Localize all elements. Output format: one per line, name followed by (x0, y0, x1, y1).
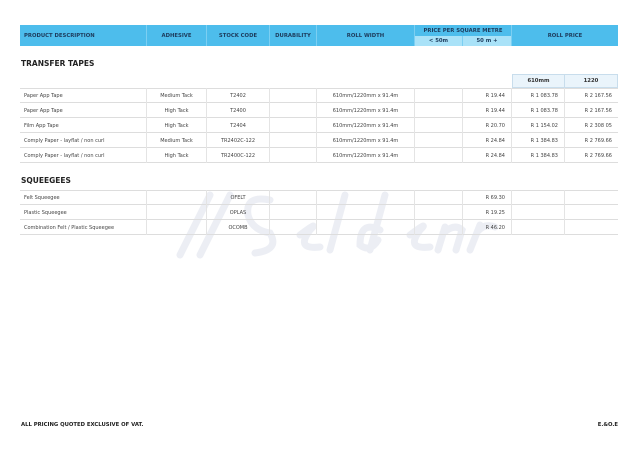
cell-lt50 (415, 190, 463, 205)
cell-p1220: R 2 167.56 (584, 92, 612, 99)
cell-adh: High Tack (147, 103, 207, 118)
table-header: PRODUCT DESCRIPTION ADHESIVE STOCK CODE … (20, 25, 618, 46)
cell-code: OPLAS (207, 205, 270, 220)
cell-width: 610mm/1220mm x 91.4m (317, 88, 415, 103)
cell-p1220 (565, 220, 618, 235)
cell-width (317, 220, 415, 235)
table-row: Plastic Squeegee OPLAS R 19.25 (20, 205, 618, 220)
cell-width: 610mm/1220mm x 91.4m (317, 148, 415, 163)
cell-desc: Film App Tape (20, 118, 147, 133)
header-roll-width: ROLL WIDTH (317, 25, 415, 46)
cell-desc: Comply Paper - layflat / non curl (20, 148, 147, 163)
cell-width (317, 205, 415, 220)
vat-note: ALL PRICING QUOTED EXCLUSIVE OF VAT. (21, 422, 144, 428)
cell-code: TR2400C-122 (207, 148, 270, 163)
header-product: PRODUCT DESCRIPTION (20, 25, 147, 46)
header-roll-price: ROLL PRICE (547, 32, 583, 39)
cell-p1220 (565, 205, 618, 220)
section-title-transfer-tapes: TRANSFER TAPES (21, 59, 95, 68)
table-row: Comply Paper - layflat / non curl Medium … (20, 133, 618, 148)
cell-dur (270, 148, 317, 163)
header-price-per-sqm: PRICE PER SQUARE METRE (415, 25, 512, 36)
cell-gt50: R 19.25 (463, 205, 512, 220)
cell-desc: Plastic Squeegee (20, 205, 147, 220)
divider (20, 88, 618, 89)
header-stock-code: STOCK CODE (207, 25, 270, 46)
table-row: Film App Tape High Tack T2404 610mm/1220mm … (20, 118, 618, 133)
cell-code: T2404 (207, 118, 270, 133)
cell-code: OFELT (207, 190, 270, 205)
cell-adh (147, 190, 207, 205)
cell-p610 (512, 190, 565, 205)
cell-adh: High Tack (147, 118, 207, 133)
header-gt50: 50 m + (463, 36, 512, 46)
cell-dur (270, 103, 317, 118)
subheader-610mm: 610mm (512, 74, 565, 88)
cell-dur (270, 220, 317, 235)
cell-p610: R 1 154.02 (512, 118, 565, 133)
cell-lt50 (415, 133, 463, 148)
eoe-note: E.&O.E (597, 422, 618, 428)
header-durability: DURABILITY (270, 25, 317, 46)
cell-p610: R 1 384.83 (512, 133, 565, 148)
header-lt50: < 50m (415, 36, 463, 46)
cell-code: T2400 (207, 103, 270, 118)
cell-gt50: R 24.84 (463, 148, 512, 163)
header-adhesive: ADHESIVE (147, 25, 207, 46)
cell-gt50: R 19.44 (463, 103, 512, 118)
subheader-1220: 1220 (564, 74, 618, 88)
cell-lt50 (415, 118, 463, 133)
cell-dur (270, 133, 317, 148)
cell-code: OCOMB (207, 220, 270, 235)
cell-dur (270, 205, 317, 220)
table-row: Comply Paper - layflat / non curl High Ta… (20, 148, 618, 163)
cell-gt50: R 46.20 (463, 220, 512, 235)
divider (20, 190, 618, 191)
cell-gt50: R 24.84 (463, 133, 512, 148)
cell-lt50 (415, 205, 463, 220)
cell-lt50 (415, 88, 463, 103)
cell-p610 (512, 220, 565, 235)
cell-adh: Medium Tack (147, 88, 207, 103)
cell-p1220: R 2 769.66 (584, 152, 612, 159)
table-row: Paper App Tape High Tack T2400 610mm/1220mm… (20, 103, 618, 118)
cell-gt50: R 69.30 (463, 190, 512, 205)
cell-desc: Paper App Tape (20, 88, 147, 103)
cell-adh (147, 220, 207, 235)
cell-p610 (512, 205, 565, 220)
cell-code: TR2402C-122 (207, 133, 270, 148)
cell-adh (147, 205, 207, 220)
cell-p1220: R 2 308 05 (584, 122, 612, 129)
cell-p610: R 1 083.78 (512, 88, 565, 103)
cell-desc: Felt Squeegee (20, 190, 147, 205)
cell-lt50 (415, 148, 463, 163)
cell-gt50: R 19.44 (463, 88, 512, 103)
section-title-squeegees: SQUEEGEES (21, 176, 71, 185)
cell-code: T2402 (207, 88, 270, 103)
cell-p610: R 1 384.83 (512, 148, 565, 163)
table-row: Combination Felt / Plastic Squeegee OCOMB… (20, 220, 618, 235)
cell-lt50 (415, 103, 463, 118)
cell-desc: Combination Felt / Plastic Squeegee (20, 220, 147, 235)
cell-width: 610mm/1220mm x 91.4m (317, 133, 415, 148)
cell-adh: High Tack (147, 148, 207, 163)
cell-dur (270, 190, 317, 205)
cell-p1220 (565, 190, 618, 205)
cell-p1220: R 2 769.66 (584, 137, 612, 144)
cell-p610: R 1 083.78 (512, 103, 565, 118)
cell-desc: Paper App Tape (20, 103, 147, 118)
cell-lt50 (415, 220, 463, 235)
cell-width: 610mm/1220mm x 91.4m (317, 118, 415, 133)
cell-width (317, 190, 415, 205)
cell-desc: Comply Paper - layflat / non curl (20, 133, 147, 148)
cell-p1220: R 2 167.56 (584, 107, 612, 114)
cell-adh: Medium Tack (147, 133, 207, 148)
table-row: Felt Squeegee OFELT R 69.30 (20, 190, 618, 205)
cell-width: 610mm/1220mm x 91.4m (317, 103, 415, 118)
cell-dur (270, 118, 317, 133)
cell-gt50: R 20.70 (463, 118, 512, 133)
table-row: Paper App Tape Medium Tack T2402 610mm/1220… (20, 88, 618, 103)
cell-dur (270, 88, 317, 103)
